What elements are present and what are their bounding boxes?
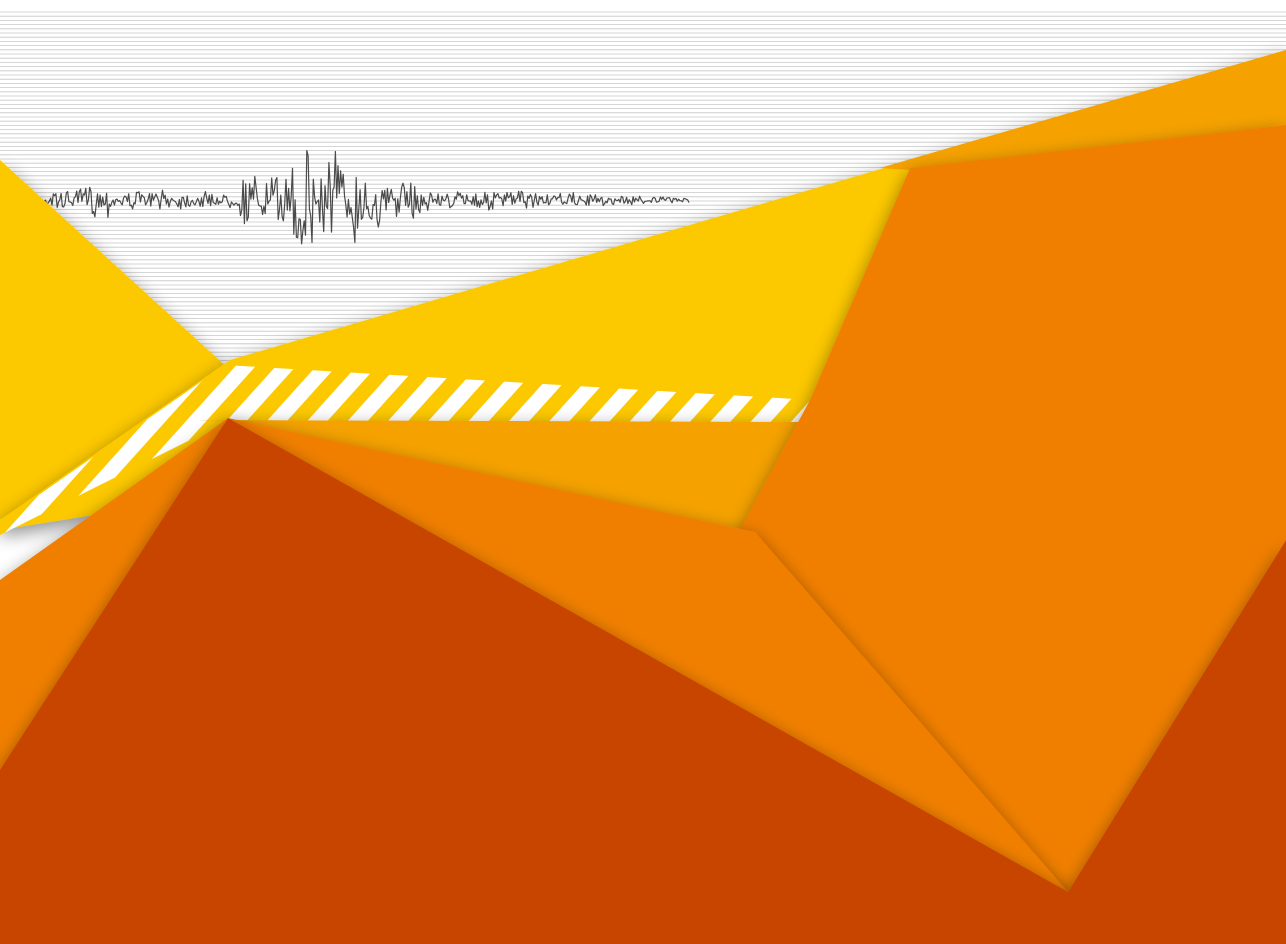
red-orange-mountain: [0, 418, 1286, 944]
seismograph-trace: [0, 149, 690, 245]
amber-fold-middle: [200, 420, 800, 532]
amber-strip-top-right: [880, 50, 1286, 170]
yellow-fold-left: [0, 160, 230, 520]
orange-panel-right: [740, 125, 1286, 892]
hazard-stripe-band: [0, 365, 812, 535]
